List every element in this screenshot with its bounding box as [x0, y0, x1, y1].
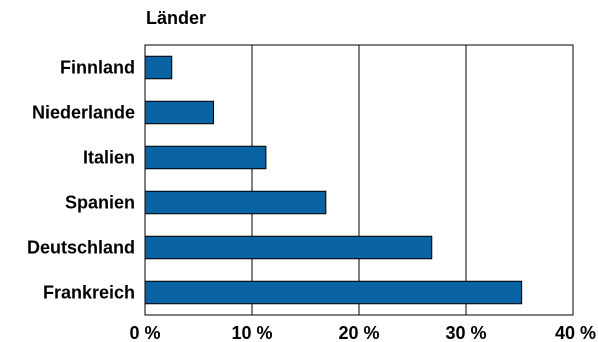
- x-tick-label: 0 %: [129, 323, 160, 342]
- category-label: Frankreich: [43, 283, 135, 303]
- category-label: Niederlande: [32, 103, 135, 123]
- x-tick-label: 40 %: [555, 323, 596, 342]
- tick-labels: 0 % 10 % 20 % 30 % 40 %: [129, 323, 596, 342]
- bars: [144, 55, 523, 305]
- x-tick-label: 20 %: [338, 323, 379, 342]
- bar-deutschland: [144, 235, 433, 260]
- bar-finnland: [144, 55, 173, 80]
- bar-frankreich: [144, 280, 523, 305]
- chart-title: Länder: [146, 8, 207, 28]
- category-label: Finnland: [60, 58, 135, 78]
- bar-spanien: [144, 190, 327, 215]
- bar-niederlande: [144, 100, 214, 125]
- x-tick-label: 10 %: [231, 323, 272, 342]
- x-tick-label: 30 %: [445, 323, 486, 342]
- category-label: Italien: [83, 148, 135, 168]
- grid-lines: [251, 45, 467, 315]
- plot-frame: [144, 44, 574, 316]
- category-label: Spanien: [65, 193, 135, 213]
- category-labels: Frankreich Deutschland Spanien Italien Niede…: [27, 58, 135, 303]
- category-label: Deutschland: [27, 238, 135, 258]
- bar-italien: [144, 145, 267, 170]
